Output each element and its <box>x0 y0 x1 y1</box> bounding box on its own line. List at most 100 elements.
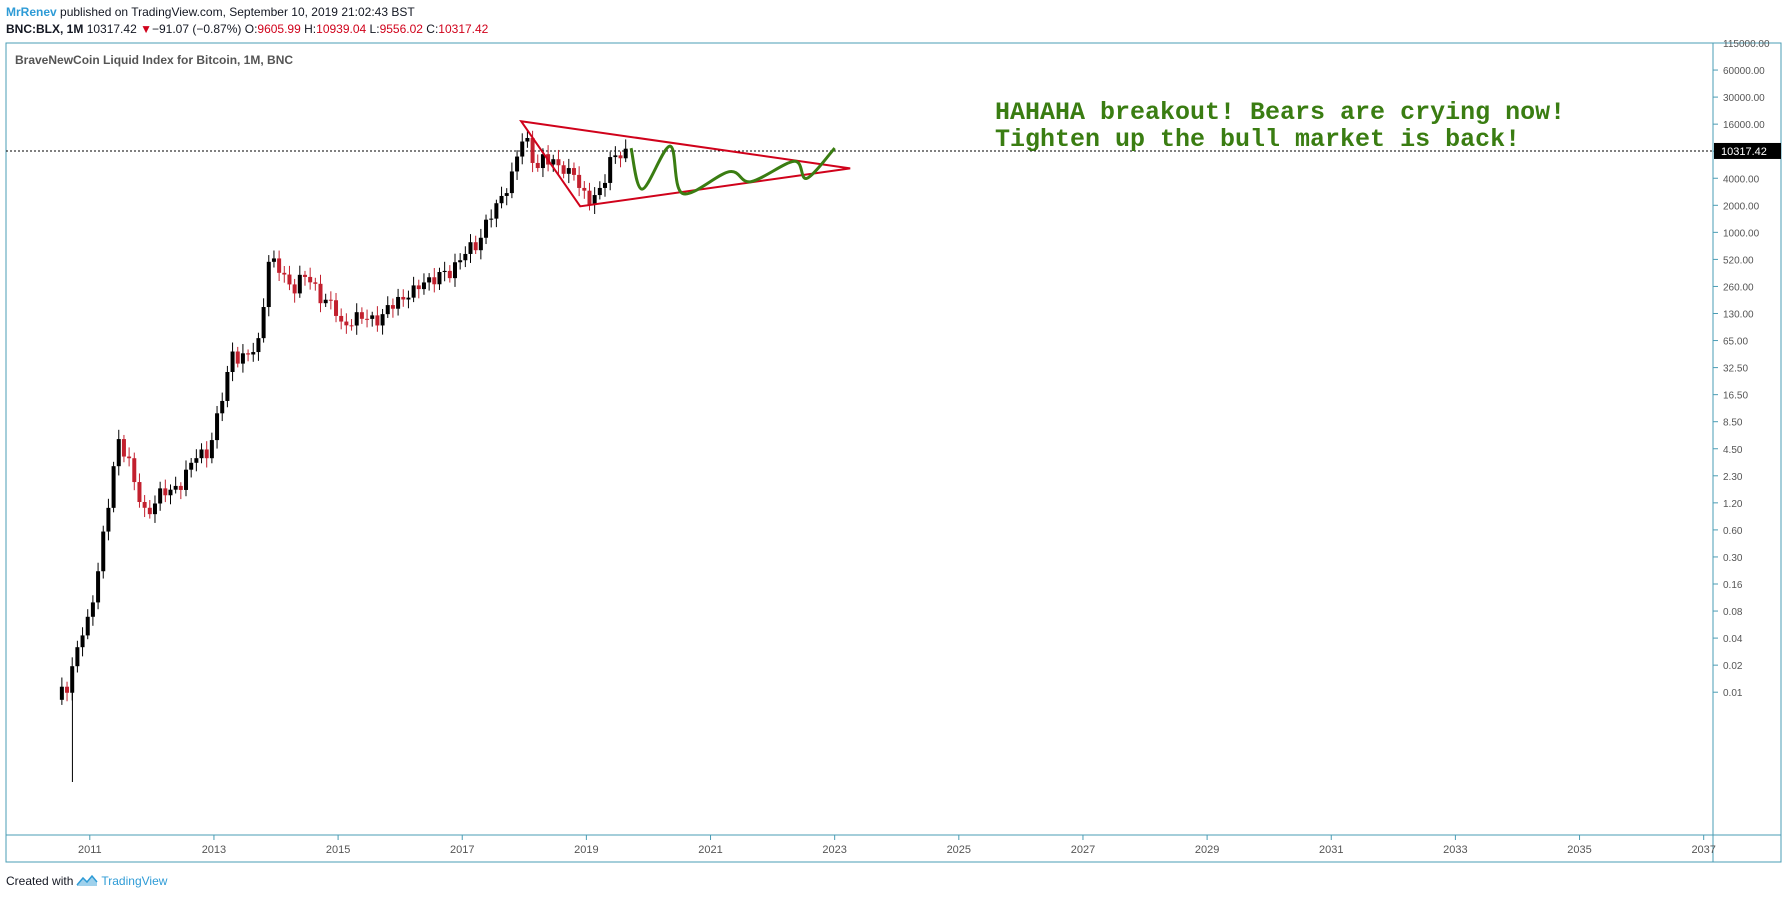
candle-body <box>416 285 421 290</box>
candle-body <box>178 485 183 490</box>
candle-body <box>152 503 157 515</box>
candle-body <box>613 155 618 158</box>
candle-body <box>452 262 457 279</box>
low-label: L: <box>369 22 380 36</box>
candle-body <box>499 195 504 204</box>
candle-body <box>137 482 142 503</box>
candle-body <box>566 168 571 174</box>
candle-body <box>489 218 494 220</box>
y-tick-label: 0.30 <box>1723 553 1743 564</box>
candle-body <box>551 159 556 165</box>
candle-body <box>525 137 530 142</box>
candle-body <box>75 647 80 667</box>
candle-body <box>282 272 287 275</box>
projection-wave[interactable] <box>629 144 836 196</box>
pane-border <box>5 42 1782 863</box>
y-tick-label: 65.00 <box>1723 337 1748 348</box>
created-with-label: Created with <box>6 874 74 888</box>
candle-body <box>292 284 297 294</box>
candle-body <box>504 193 509 196</box>
candle-body <box>592 195 597 205</box>
candle-body <box>380 314 385 326</box>
candle-body <box>287 274 292 285</box>
candle-body <box>520 141 525 157</box>
candle-body <box>90 602 95 617</box>
candle-body <box>478 237 483 251</box>
candle-body <box>116 439 121 467</box>
y-tick-label: 4.50 <box>1723 445 1743 456</box>
tradingview-link[interactable]: TradingView <box>101 874 168 888</box>
candle-body <box>85 616 90 636</box>
candle-body <box>266 261 271 308</box>
candle-body <box>184 469 189 490</box>
candle-body <box>370 315 375 319</box>
candle-body <box>328 299 333 301</box>
candle-body <box>556 159 561 166</box>
annotation-line-2[interactable]: Tighten up the bull market is back! <box>995 125 1520 154</box>
candle-body <box>618 155 623 159</box>
candle-body <box>494 203 499 219</box>
y-tick-label: 130.00 <box>1723 310 1754 321</box>
candle-body <box>323 299 328 304</box>
candle-body <box>173 485 178 490</box>
annotation-line-1[interactable]: HAHAHA breakout! Bears are crying now! <box>995 98 1565 127</box>
candle-body <box>587 190 592 205</box>
x-tick-label: 2037 <box>1691 844 1715 856</box>
author-link[interactable]: MrRenev <box>6 5 57 19</box>
candle-body <box>571 168 576 175</box>
candle-body <box>297 274 302 294</box>
triangle-pattern[interactable] <box>519 119 851 208</box>
candle-body <box>597 187 602 196</box>
candle-body <box>390 305 395 309</box>
candle-body <box>442 270 447 273</box>
y-tick-label: 260.00 <box>1723 282 1754 293</box>
candle-body <box>111 466 116 508</box>
candle-body <box>209 440 214 459</box>
footer: Created with TradingView <box>6 874 167 888</box>
candle-body <box>132 458 137 483</box>
candle-body <box>261 307 266 339</box>
candle-body <box>473 242 478 251</box>
last-price-badge <box>1714 142 1781 159</box>
open-label: O: <box>244 22 258 36</box>
y-axis-ticks: 115000.0060000.0030000.0016000.008000.00… <box>1713 39 1770 699</box>
y-tick-label: 0.02 <box>1723 661 1743 672</box>
y-tick-label: 0.08 <box>1723 607 1743 618</box>
close-value: 10317.42 <box>438 22 489 36</box>
candle-body <box>302 274 307 277</box>
high-label: H: <box>304 22 317 36</box>
candle-body <box>163 488 168 496</box>
candle-body <box>251 352 256 355</box>
y-tick-label: 2000.00 <box>1723 201 1760 212</box>
y-tick-label: 1000.00 <box>1723 228 1760 239</box>
candle-body <box>468 242 473 254</box>
candle-body <box>158 488 163 504</box>
candle-body <box>344 321 349 326</box>
symbol-line: BNC:BLX, 1M 10317.42 ▼−91.07 (−0.87%) O:… <box>6 22 488 36</box>
y-tick-label: 30000.00 <box>1723 93 1765 104</box>
y-tick-label: 8.50 <box>1723 418 1743 429</box>
candle-body <box>359 312 364 319</box>
candle-body <box>101 531 106 572</box>
down-arrow-icon: ▼ <box>140 22 152 36</box>
x-tick-label: 2011 <box>78 844 102 856</box>
candle-body <box>215 413 220 441</box>
high-value: 10939.04 <box>316 22 367 36</box>
x-axis-ticks: 2011 2013 2015 2017 2019 2021 2023 2025 2027 2029… <box>78 835 1716 856</box>
y-tick-label: 0.16 <box>1723 580 1743 591</box>
candle-body <box>582 187 587 191</box>
candle-body <box>603 182 608 188</box>
candle-body <box>447 270 452 279</box>
candle-body <box>277 258 282 273</box>
y-tick-label: 0.04 <box>1723 634 1743 645</box>
candle-body <box>59 686 64 700</box>
candle-body <box>349 325 354 327</box>
candle-body <box>106 507 111 532</box>
candle-body <box>142 502 147 508</box>
candle-body <box>189 462 194 470</box>
y-tick-label: 60000.00 <box>1723 66 1765 77</box>
candle-body <box>256 338 261 353</box>
candle-body <box>458 260 463 263</box>
candle-body <box>535 162 540 169</box>
